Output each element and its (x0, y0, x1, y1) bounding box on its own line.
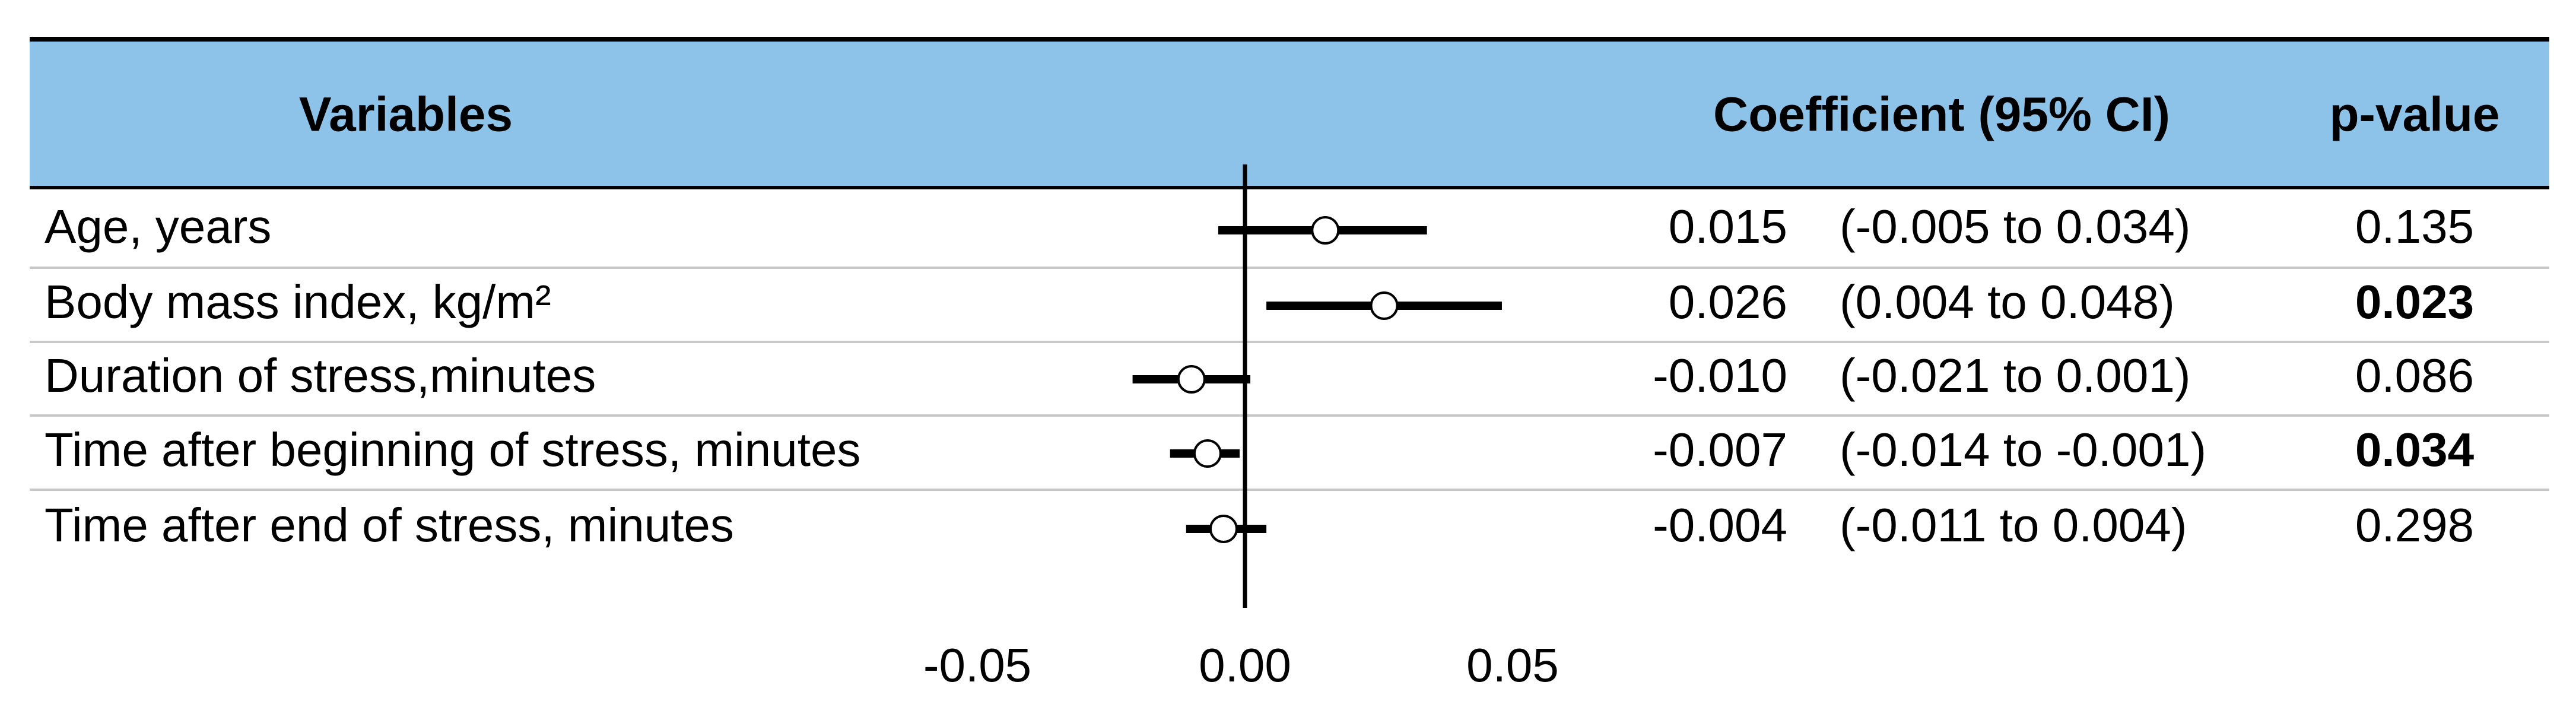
x-tick-label: 0.00 (1199, 639, 1291, 692)
variable-label: Age, years (45, 200, 271, 253)
header-p-value: p-value (2329, 88, 2499, 142)
header-coefficient: Coefficient (95% CI) (1713, 88, 2170, 142)
header-variables: Variables (299, 88, 513, 142)
point-estimate (1311, 216, 1340, 245)
coefficient-label: -0.007 (1653, 423, 1787, 476)
p-value: 0.023 (2355, 275, 2474, 328)
ci-label: (-0.021 to 0.001) (1840, 349, 2190, 402)
point-estimate (1193, 439, 1222, 468)
x-tick-label: -0.05 (923, 639, 1031, 692)
coefficient-label: 0.026 (1669, 275, 1787, 328)
variable-label: Time after beginning of stress, minutes (45, 423, 860, 476)
variable-label: Body mass index, kg/m² (45, 275, 551, 328)
coefficient-label: -0.010 (1653, 349, 1787, 402)
coefficient-label: 0.015 (1669, 200, 1787, 253)
header-background (30, 39, 2549, 188)
point-estimate (1370, 291, 1399, 320)
x-tick-label: 0.05 (1466, 639, 1559, 692)
ci-label: (0.004 to 0.048) (1840, 275, 2175, 328)
coefficient-label: -0.004 (1653, 499, 1787, 551)
ci-label: (-0.011 to 0.004) (1840, 499, 2187, 551)
p-value: 0.086 (2355, 349, 2474, 402)
point-estimate (1177, 365, 1206, 394)
variable-label: Duration of stress,minutes (45, 349, 596, 402)
point-estimate (1209, 515, 1238, 543)
ci-label: (-0.014 to -0.001) (1840, 423, 2206, 476)
variable-label: Time after end of stress, minutes (45, 499, 734, 551)
ci-label: (-0.005 to 0.034) (1840, 200, 2190, 253)
p-value: 0.135 (2355, 200, 2474, 253)
p-value: 0.034 (2355, 423, 2475, 476)
p-value: 0.298 (2355, 499, 2474, 551)
